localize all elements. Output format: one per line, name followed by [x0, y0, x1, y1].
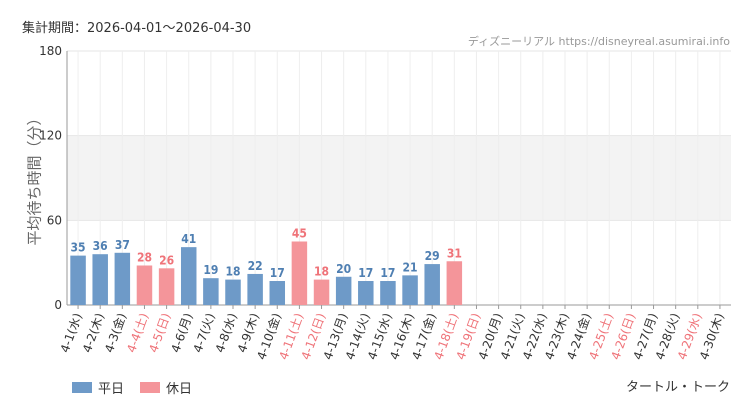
legend-item-weekday[interactable]: 平日: [72, 378, 124, 397]
period-label: 集計期間：2026-04-01～2026-04-30: [22, 21, 252, 36]
bar: [402, 275, 418, 305]
bar-value-label: 17: [358, 266, 373, 280]
legend-label-weekday: 平日: [98, 382, 125, 397]
y-tick-label: 0: [54, 298, 62, 312]
bar-value-label: 21: [403, 260, 418, 274]
bar: [446, 261, 463, 305]
bar-value-label: 26: [159, 253, 174, 267]
legend-label-holiday: 休日: [166, 382, 193, 397]
y-tick-label: 60: [47, 213, 62, 227]
bar: [358, 281, 374, 305]
bar: [180, 247, 197, 305]
bar-value-label: 31: [447, 246, 462, 260]
bar: [136, 265, 153, 305]
bar-value-label: 35: [71, 241, 86, 255]
bar-value-label: 18: [314, 265, 329, 279]
bar: [203, 278, 219, 305]
bar: [424, 264, 440, 305]
bar-value-label: 45: [292, 227, 307, 241]
bar-value-label: 20: [336, 262, 351, 276]
y-tick-label: 180: [39, 44, 62, 58]
legend-swatch-weekday: [72, 382, 92, 393]
bar-value-label: 36: [93, 239, 108, 253]
bar: [291, 241, 308, 305]
bar: [247, 273, 263, 305]
bar-value-label: 18: [225, 265, 240, 279]
bar: [114, 252, 131, 305]
bar-value-label: 37: [115, 238, 130, 252]
bar: [225, 279, 241, 305]
shaded-band: [67, 135, 731, 221]
bar-value-label: 22: [248, 259, 263, 273]
bar: [70, 255, 86, 305]
site-credit: ディズニーリアル https://disneyreal.asumirai.inf…: [467, 35, 730, 48]
bar: [269, 281, 286, 305]
bar-value-label: 19: [203, 263, 218, 277]
bar: [313, 279, 330, 305]
legend: 平日 休日: [72, 378, 208, 397]
bar: [158, 268, 175, 305]
bar-value-label: 28: [137, 250, 152, 264]
legend-swatch-holiday: [140, 382, 161, 393]
legend-item-holiday[interactable]: 休日: [140, 378, 192, 397]
attraction-name: タートル・トーク: [625, 380, 730, 395]
bar-value-label: 17: [270, 266, 285, 280]
bar-value-label: 17: [380, 266, 395, 280]
bar: [380, 281, 396, 305]
bar-value-label: 41: [181, 232, 196, 246]
bar: [92, 254, 108, 305]
bar-value-label: 29: [425, 249, 440, 263]
y-tick-label: 120: [39, 129, 62, 143]
bar: [335, 276, 352, 305]
